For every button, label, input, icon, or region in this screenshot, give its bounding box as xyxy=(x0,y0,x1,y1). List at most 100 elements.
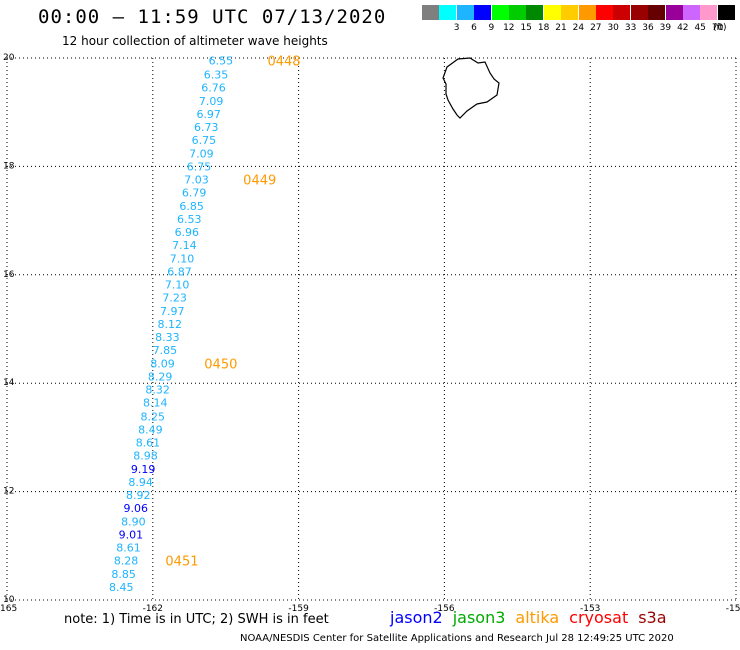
scale-label: 12 xyxy=(503,23,515,33)
swh-label: 8.09 xyxy=(150,358,175,371)
swh-label: 8.33 xyxy=(155,331,180,344)
scale-swatch xyxy=(630,5,648,20)
scale-label: 30 xyxy=(607,23,619,33)
swh-label: 7.10 xyxy=(170,253,195,266)
scale-label: 42 xyxy=(677,23,689,33)
scale-label: 39 xyxy=(659,23,672,33)
swh-label: 8.49 xyxy=(138,423,163,436)
swh-label: 8.61 xyxy=(136,436,161,449)
time-mark-label: 0448 xyxy=(267,55,300,70)
swh-label: 9.01 xyxy=(119,528,144,541)
credit-line: NOAA/NESDIS Center for Satellite Applica… xyxy=(240,633,674,644)
legend-jason2: jason2 xyxy=(390,608,443,627)
swh-label: 6.35 xyxy=(204,68,229,81)
swh-label: 6.75 xyxy=(192,134,217,147)
scale-swatch xyxy=(717,5,735,20)
swh-label: 6.97 xyxy=(196,108,221,121)
swh-label: 7.10 xyxy=(165,279,190,292)
scale-label: 24 xyxy=(572,23,585,33)
scale-swatch xyxy=(422,5,439,20)
scale-swatch xyxy=(526,5,544,20)
scale-swatch xyxy=(578,5,596,20)
lon-tick-label: -159 xyxy=(288,604,309,614)
swh-label: 8.45 xyxy=(109,581,134,594)
scale-label: 70 xyxy=(711,23,724,33)
swh-label: 7.09 xyxy=(199,95,224,108)
lat-tick-label: 12 xyxy=(3,487,14,497)
swh-label: 8.12 xyxy=(158,318,183,331)
legend-cryosat: cryosat xyxy=(569,608,629,627)
scale-swatch xyxy=(648,5,666,20)
swh-label: 6.79 xyxy=(182,186,207,199)
legend-jason3: jason3 xyxy=(452,608,506,627)
swh-label: 7.03 xyxy=(184,173,209,186)
scale-label: 15 xyxy=(520,23,532,33)
swh-label: 8.85 xyxy=(111,568,136,581)
swh-label: 7.23 xyxy=(162,292,187,305)
satellite-legend: jason2 jason3 altika cryosat s3a xyxy=(390,608,677,627)
lon-tick-label: -162 xyxy=(143,604,163,614)
scale-swatch xyxy=(439,5,457,20)
swh-label: 8.25 xyxy=(141,410,166,423)
swh-label: 7.09 xyxy=(189,147,214,160)
axis-tick-labels: -165 -162 -159 -156 -153 -150 20 18 16 14 12 10 xyxy=(0,53,740,614)
swh-label: 8.61 xyxy=(116,541,141,554)
time-mark-label: 0451 xyxy=(165,554,198,569)
swh-label: 8.28 xyxy=(114,554,139,567)
scale-swatch xyxy=(491,5,509,20)
lon-tick-label: -153 xyxy=(580,604,600,614)
lat-tick-label: 20 xyxy=(3,53,15,63)
lat-tick-label: 10 xyxy=(3,595,15,605)
swh-label: 8.94 xyxy=(128,476,153,489)
swh-label: 6.76 xyxy=(201,81,226,94)
swh-label: 6.87 xyxy=(167,266,192,279)
lon-tick-label: -150 xyxy=(726,604,740,614)
lon-tick-label: -165 xyxy=(0,604,17,614)
swh-label: 7.85 xyxy=(153,344,178,357)
swh-label: 6.75 xyxy=(187,160,212,173)
swh-label: 6.53 xyxy=(177,213,202,226)
scale-swatch xyxy=(683,5,700,20)
swh-label: 8.98 xyxy=(133,449,158,462)
scale-swatch xyxy=(561,5,579,20)
scale-swatch xyxy=(700,5,718,20)
swh-label: 8.32 xyxy=(145,384,170,397)
lat-tick-label: 14 xyxy=(3,378,15,388)
scale-swatch xyxy=(596,5,613,20)
swh-label: 7.97 xyxy=(160,305,185,318)
swh-label: 9.06 xyxy=(124,502,149,515)
scale-unit: (ft) xyxy=(713,23,727,33)
swh-label: 6.55 xyxy=(209,55,234,68)
swh-label: 6.73 xyxy=(194,121,219,134)
scale-label: 18 xyxy=(537,23,550,33)
scale-swatch xyxy=(474,5,492,20)
swh-label: 8.14 xyxy=(143,397,168,410)
swh-label: 8.90 xyxy=(121,515,146,528)
scale-swatch xyxy=(543,5,561,20)
scale-swatch xyxy=(456,5,474,20)
time-marks: 0448 0449 0450 0451 xyxy=(165,55,300,570)
swh-label: 6.96 xyxy=(175,226,200,239)
footer-note: note: 1) Time is in UTC; 2) SWH is in fe… xyxy=(64,612,329,627)
swh-label: 7.14 xyxy=(172,239,197,252)
graticule-grid xyxy=(6,57,737,601)
scale-label: 6 xyxy=(471,23,477,33)
time-mark-label: 0450 xyxy=(204,358,237,373)
scale-label: 33 xyxy=(624,23,637,33)
swh-label: 9.19 xyxy=(131,463,156,476)
lat-tick-label: 16 xyxy=(3,270,15,280)
legend-s3a: s3a xyxy=(638,608,667,627)
scale-swatch xyxy=(613,5,631,20)
legend-altika: altika xyxy=(515,608,560,627)
scale-label: 21 xyxy=(555,23,567,33)
big-island-coastline xyxy=(442,57,500,119)
scale-label: 27 xyxy=(590,23,602,33)
scale-label: 45 xyxy=(694,23,706,33)
swh-label: 6.85 xyxy=(179,200,204,213)
swh-label: 8.29 xyxy=(148,371,173,384)
time-mark-label: 0449 xyxy=(243,173,276,188)
scale-swatch xyxy=(665,5,683,20)
scale-label: 9 xyxy=(488,23,495,33)
lon-tick-label: -156 xyxy=(434,604,455,614)
